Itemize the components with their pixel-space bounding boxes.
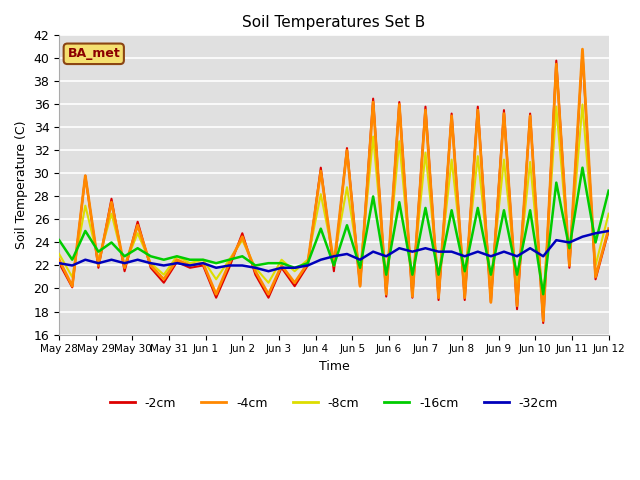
X-axis label: Time: Time xyxy=(319,360,349,373)
Y-axis label: Soil Temperature (C): Soil Temperature (C) xyxy=(15,120,28,249)
Title: Soil Temperatures Set B: Soil Temperatures Set B xyxy=(243,15,426,30)
Legend: -2cm, -4cm, -8cm, -16cm, -32cm: -2cm, -4cm, -8cm, -16cm, -32cm xyxy=(105,392,563,415)
Text: BA_met: BA_met xyxy=(67,48,120,60)
